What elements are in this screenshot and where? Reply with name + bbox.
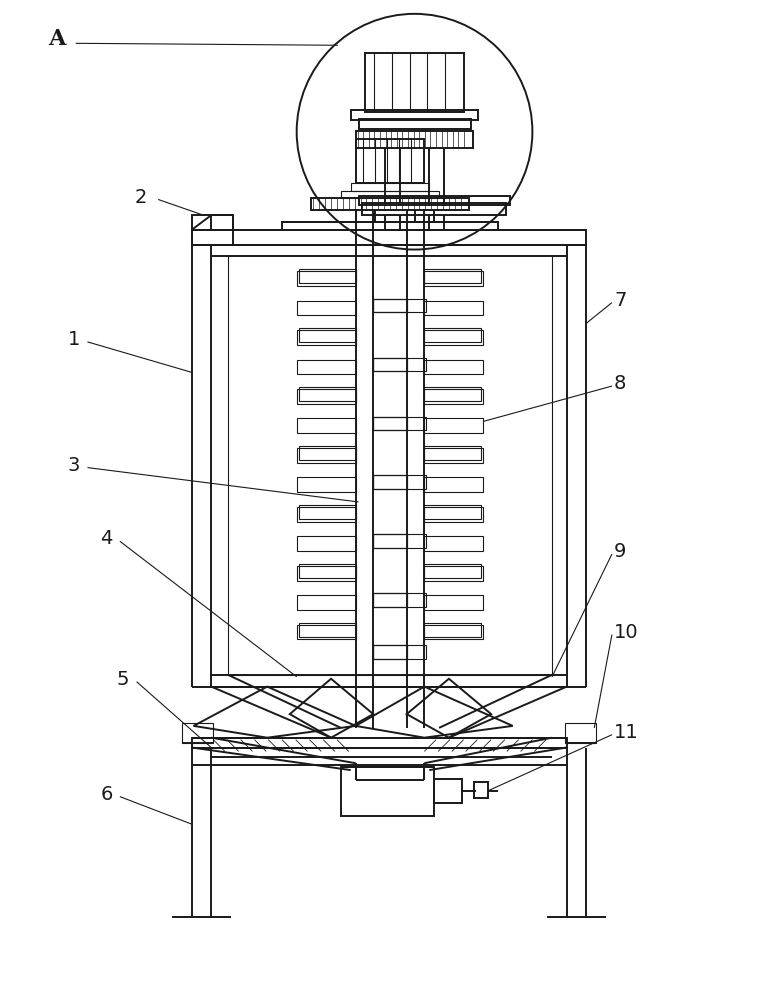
Text: 7: 7 bbox=[614, 291, 626, 310]
Text: 1: 1 bbox=[68, 330, 80, 349]
Bar bbox=[424, 477, 483, 492]
Bar bbox=[356, 139, 424, 183]
Text: 4: 4 bbox=[100, 529, 113, 548]
Bar bbox=[424, 330, 483, 345]
Bar bbox=[373, 417, 407, 430]
Bar bbox=[373, 475, 407, 489]
Bar bbox=[424, 625, 483, 639]
Text: 9: 9 bbox=[614, 542, 626, 561]
Bar bbox=[373, 534, 407, 548]
Bar bbox=[296, 507, 356, 522]
Bar bbox=[373, 475, 407, 489]
Text: 3: 3 bbox=[68, 456, 80, 475]
Bar bbox=[191, 230, 587, 245]
Bar bbox=[424, 301, 483, 315]
Bar bbox=[182, 723, 213, 743]
Bar bbox=[296, 536, 356, 551]
Bar bbox=[299, 623, 356, 637]
Bar bbox=[424, 387, 482, 401]
Bar bbox=[373, 299, 407, 312]
Text: 2: 2 bbox=[135, 188, 147, 207]
Bar bbox=[296, 360, 356, 374]
Bar bbox=[373, 299, 407, 312]
Bar bbox=[424, 418, 483, 433]
Bar bbox=[424, 328, 482, 342]
Bar bbox=[373, 534, 426, 548]
Bar bbox=[341, 191, 439, 198]
Bar bbox=[359, 196, 510, 205]
Bar bbox=[373, 358, 407, 371]
Bar bbox=[373, 358, 407, 371]
Bar bbox=[373, 358, 426, 371]
Bar bbox=[434, 779, 461, 803]
Bar bbox=[373, 593, 426, 607]
Bar bbox=[296, 301, 356, 315]
Bar bbox=[341, 767, 434, 816]
Bar bbox=[363, 203, 506, 215]
Bar bbox=[424, 623, 482, 637]
Bar bbox=[296, 566, 356, 581]
Bar bbox=[299, 446, 356, 460]
Bar bbox=[296, 418, 356, 433]
Text: A: A bbox=[48, 28, 65, 50]
Bar bbox=[373, 645, 426, 659]
Bar bbox=[373, 299, 426, 312]
Bar bbox=[282, 222, 498, 230]
Bar bbox=[424, 269, 482, 283]
Text: 11: 11 bbox=[614, 723, 639, 742]
Bar bbox=[373, 417, 407, 430]
Bar bbox=[424, 446, 482, 460]
Bar bbox=[296, 625, 356, 639]
Bar bbox=[424, 505, 482, 519]
Bar bbox=[366, 53, 464, 112]
Bar bbox=[373, 417, 426, 430]
Bar bbox=[296, 477, 356, 492]
Bar bbox=[296, 389, 356, 404]
Bar bbox=[424, 360, 483, 374]
Bar bbox=[296, 271, 356, 286]
Text: 10: 10 bbox=[614, 623, 639, 642]
Bar bbox=[424, 566, 483, 581]
Bar bbox=[373, 593, 407, 607]
Bar bbox=[299, 328, 356, 342]
Bar bbox=[424, 507, 483, 522]
Bar bbox=[351, 110, 478, 120]
Bar bbox=[373, 593, 407, 607]
Bar bbox=[299, 505, 356, 519]
Bar bbox=[424, 271, 483, 286]
Bar bbox=[299, 387, 356, 401]
Bar bbox=[424, 564, 482, 578]
Bar bbox=[424, 595, 483, 610]
Bar bbox=[191, 215, 233, 245]
Text: 5: 5 bbox=[117, 670, 129, 689]
Text: 6: 6 bbox=[100, 785, 113, 804]
Bar bbox=[359, 119, 471, 129]
Bar bbox=[296, 448, 356, 463]
Bar bbox=[424, 389, 483, 404]
Bar bbox=[373, 645, 407, 659]
Bar bbox=[424, 536, 483, 551]
Bar bbox=[565, 723, 596, 743]
Bar bbox=[351, 183, 429, 191]
Bar bbox=[373, 645, 407, 659]
Bar bbox=[424, 448, 483, 463]
Bar bbox=[299, 564, 356, 578]
Bar bbox=[296, 330, 356, 345]
Bar bbox=[311, 198, 468, 210]
Bar bbox=[299, 269, 356, 283]
Bar bbox=[191, 738, 566, 748]
Bar bbox=[356, 131, 474, 148]
Bar bbox=[475, 782, 489, 798]
Text: 8: 8 bbox=[614, 374, 626, 393]
Bar bbox=[373, 475, 426, 489]
Bar bbox=[296, 595, 356, 610]
Bar bbox=[373, 534, 407, 548]
